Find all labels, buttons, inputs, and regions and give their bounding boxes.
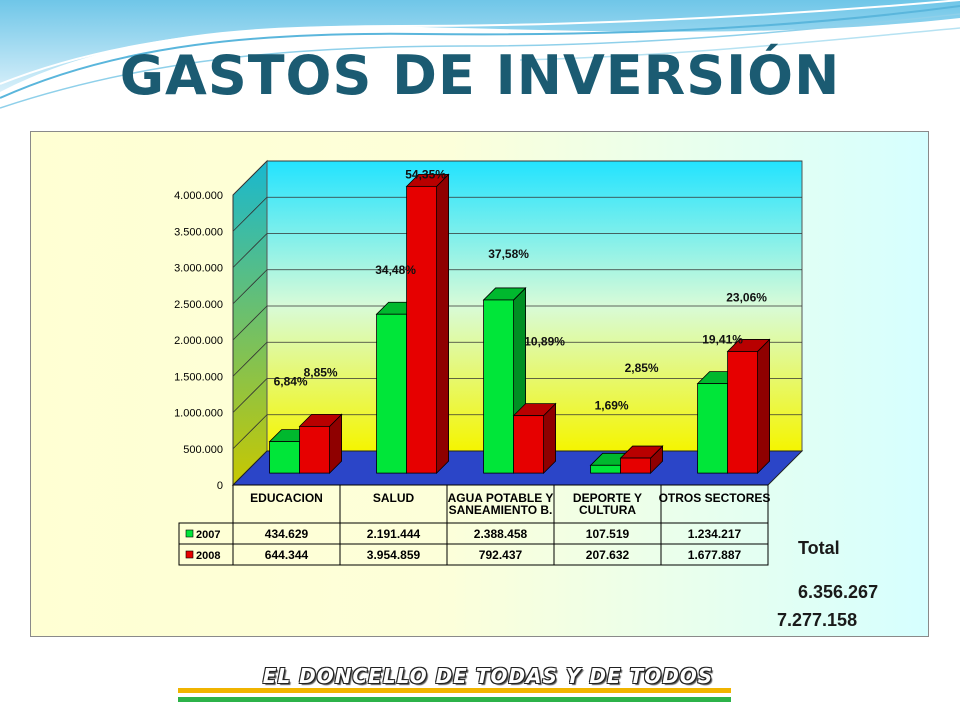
slide-title: GASTOS DE INVERSIÓN	[119, 44, 841, 107]
percent-label-2008-1: 8,85%	[304, 365, 338, 379]
bar-front-face	[590, 464, 621, 474]
footer-stripe-top	[178, 688, 731, 693]
bar-front-face	[727, 351, 758, 474]
x-category-label: CULTURA	[579, 503, 636, 517]
table-cell: 1.234.217	[688, 527, 742, 541]
table-cell: 792.437	[479, 548, 523, 562]
totals-label: Total	[798, 538, 840, 558]
gridline	[232, 160, 268, 196]
y-tick-label: 3.500.000	[174, 226, 223, 238]
bar-front-face	[299, 425, 331, 474]
bar-2008-4	[619, 445, 664, 475]
percent-label-2007-4: 1,69%	[595, 398, 629, 412]
footer-slogan: EL DONCELLO DE TODAS Y DE TODOS	[262, 664, 714, 688]
chart-panel: 0 500.000 1.000.000 1.500.000 2.000.000 2.500…	[30, 131, 929, 637]
y-tick-label: 1.000.000	[174, 408, 223, 420]
x-category-label: SALUD	[373, 491, 415, 505]
gridline	[232, 378, 268, 413]
bar-front-face	[513, 415, 545, 474]
footer-stripe-bottom	[178, 697, 731, 702]
bar-2008-2	[405, 173, 450, 475]
bar-chart-3d: 0 500.000 1.000.000 1.500.000 2.000.000 2.500…	[174, 159, 878, 630]
x-category-label: SANEAMIENTO B.	[449, 503, 553, 517]
legend-label-2008: 2008	[196, 550, 220, 562]
x-category-label: AGUA POTABLE Y	[448, 491, 554, 505]
gridline	[232, 233, 268, 268]
percent-label-2007-1: 6,84%	[274, 375, 308, 389]
gridline	[232, 414, 268, 450]
table-cell: 3.954.859	[367, 548, 421, 562]
legend-swatch-2008	[185, 550, 194, 559]
percent-label-2007-3: 37,58%	[488, 247, 529, 261]
table-cell: 644.344	[265, 548, 309, 562]
percent-label-2007-5: 19,41%	[702, 333, 743, 347]
table-cell: 434.629	[265, 527, 309, 541]
bar-2008-3	[512, 402, 557, 475]
y-tick-label: 1.500.000	[174, 371, 223, 383]
legend-swatch-2007	[185, 529, 194, 538]
bar-2008-1	[298, 413, 343, 475]
y-tick-label: 2.500.000	[174, 299, 223, 311]
bar-front-face	[483, 299, 515, 474]
bar-front-face	[620, 457, 651, 474]
table-cell: 107.519	[586, 527, 630, 541]
bar-side-face	[436, 173, 450, 475]
bar-2008-5	[726, 338, 771, 475]
percent-label-2008-5: 23,06%	[726, 290, 767, 304]
footer-stripe-middle	[178, 694, 731, 697]
gridline	[232, 305, 268, 341]
total-value-2008: 7.277.158	[777, 610, 857, 630]
y-axis-tick-labels: 0 500.000 1.000.000 1.500.000 2.000.000 2.500…	[174, 190, 223, 492]
x-category-label: OTROS SECTORES	[659, 491, 771, 505]
table-cell: 207.632	[586, 548, 630, 562]
percent-label-2008-3: 10,89%	[524, 335, 565, 349]
bars-group	[268, 173, 771, 475]
bar-front-face	[376, 313, 408, 474]
gridline	[232, 196, 268, 232]
percent-label-2008-4: 2,85%	[625, 361, 659, 375]
bar-side-face	[757, 338, 770, 475]
bar-front-face	[406, 185, 438, 474]
table-cell: 2.191.444	[367, 527, 421, 541]
bar-front-face	[269, 441, 301, 474]
table-cell: 1.677.887	[688, 548, 742, 562]
total-value-2007: 6.356.267	[798, 582, 878, 602]
percent-labels: 6,84%8,85% 34,48% 54,35% 37,58% 10,89% 1,69% 2…	[274, 167, 768, 412]
percent-label-2008-2: 54,35%	[405, 167, 446, 181]
gridline	[232, 341, 268, 377]
y-tick-label: 2.000.000	[174, 335, 223, 347]
bar-front-face	[697, 383, 728, 474]
gridline	[232, 269, 268, 305]
header-swoosh-decoration	[0, 0, 960, 109]
percent-label-2007-2: 34,48%	[375, 263, 416, 277]
data-table: EDUCACION SALUD AGUA POTABLE YSANEAMIENTO …	[178, 484, 771, 566]
x-category-label: DEPORTE Y	[573, 491, 642, 505]
x-category-label: EDUCACION	[250, 491, 323, 505]
y-tick-label: 4.000.000	[174, 190, 223, 202]
y-tick-label: 500.000	[183, 444, 223, 456]
y-tick-label: 0	[217, 480, 223, 492]
table-cell: 2.388.458	[474, 527, 528, 541]
y-tick-label: 3.000.000	[174, 263, 223, 275]
legend-label-2007: 2007	[196, 529, 220, 541]
